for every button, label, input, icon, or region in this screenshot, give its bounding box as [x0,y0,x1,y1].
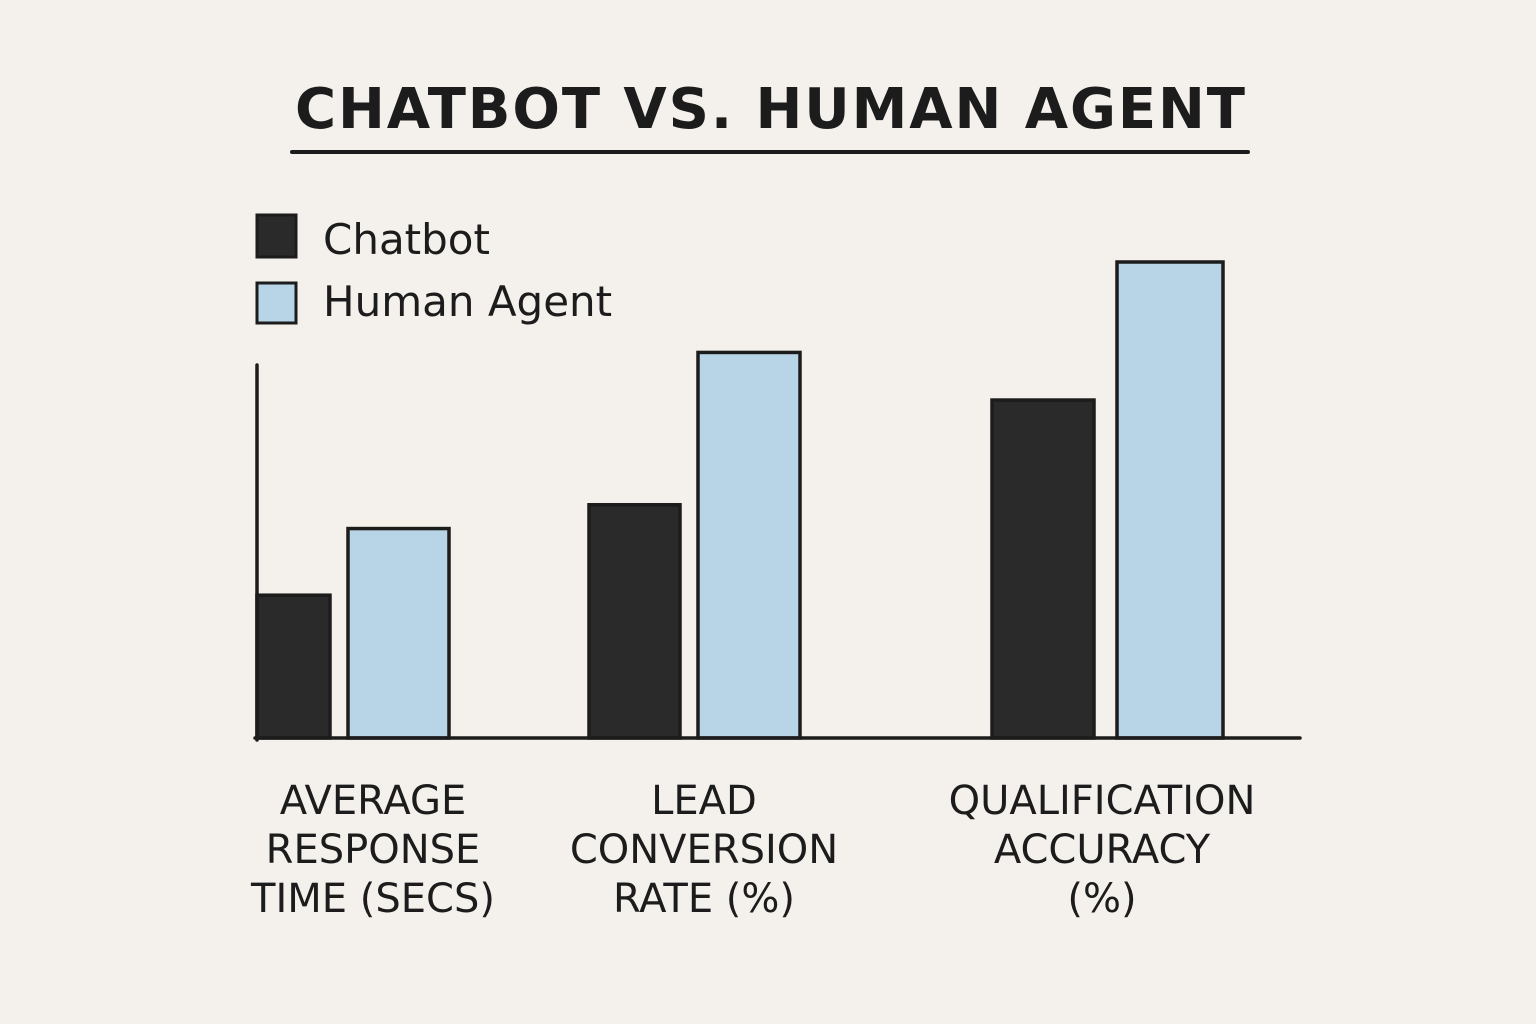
bar-human-agent-2 [696,350,802,740]
legend-swatch-chatbot [255,213,298,259]
x-tick-label: QUALIFICATION ACCURACY (%) [949,778,1256,922]
bar-chatbot-2 [587,503,682,740]
bar-human-agent-1 [346,526,451,740]
axes [253,363,1302,742]
legend-label-human-agent: Human Agent [323,277,612,326]
x-tick-label: AVERAGE RESPONSE TIME (SECS) [250,778,495,922]
legend: Chatbot Human Agent [255,213,612,326]
x-tick-label: LEAD CONVERSION RATE (%) [570,778,838,922]
legend-label-chatbot: Chatbot [323,215,490,264]
bar-human-agent-3 [1115,260,1225,740]
bar-chatbot-3 [990,398,1096,740]
legend-swatch-human-agent [255,281,298,325]
x-tick-labels: AVERAGE RESPONSE TIME (SECS) LEAD CONVERSION… [250,778,1255,922]
bar-chatbot-1 [255,593,332,740]
bars [255,260,1225,740]
chart-title: CHATBOT VS. HUMAN AGENT [295,77,1245,142]
